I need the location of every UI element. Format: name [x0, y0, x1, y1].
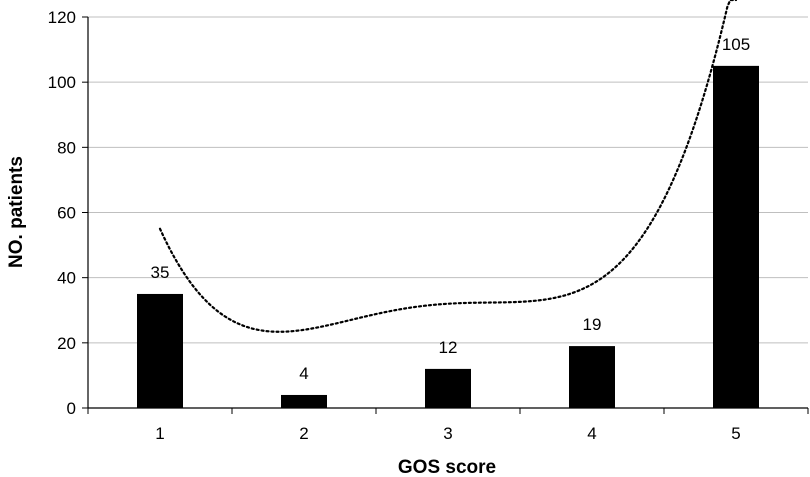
x-tick-label: 1 — [155, 424, 164, 443]
x-tick-label: 3 — [443, 424, 452, 443]
data-label: 35 — [151, 263, 170, 282]
data-label: 12 — [439, 338, 458, 357]
x-tick-label: 5 — [731, 424, 740, 443]
y-tick-label: 60 — [57, 204, 76, 223]
y-tick-label: 100 — [48, 73, 76, 92]
bar-2 — [281, 394, 327, 408]
trendline — [158, 0, 738, 333]
bars — [137, 65, 759, 408]
data-label: 4 — [299, 364, 308, 383]
x-tick-label: 4 — [587, 424, 596, 443]
bar-5 — [713, 65, 759, 408]
data-labels: 35 4 12 19 105 — [151, 35, 751, 383]
y-tick-label: 40 — [57, 269, 76, 288]
bar-1 — [137, 293, 183, 408]
data-label: 105 — [722, 35, 750, 54]
y-tick-label: 120 — [48, 8, 76, 27]
y-tick-label: 20 — [57, 334, 76, 353]
bar-4 — [569, 346, 615, 408]
x-axis-title: GOS score — [398, 457, 496, 477]
data-label: 19 — [583, 315, 602, 334]
gridlines — [88, 16, 808, 344]
trendline-group — [158, 0, 738, 333]
y-tick-label: 80 — [57, 138, 76, 157]
x-tick-label: 2 — [299, 424, 308, 443]
y-axis-title: NO. patients — [6, 156, 27, 268]
y-tick-label: 0 — [67, 399, 76, 418]
bar-3 — [425, 368, 471, 408]
